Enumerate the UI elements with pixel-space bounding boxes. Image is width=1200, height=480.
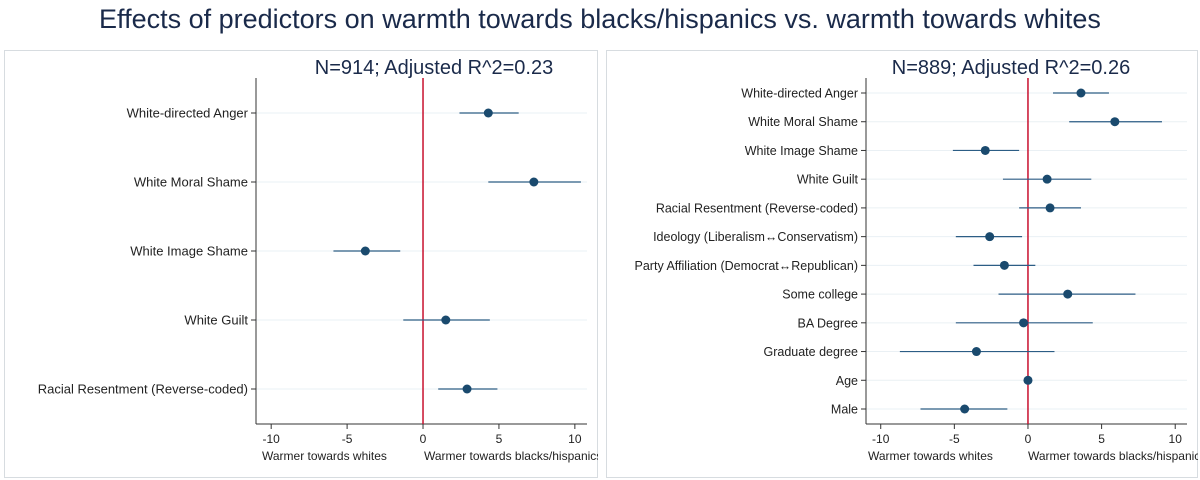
chart-subtitle: N=914; Adjusted R^2=0.23 bbox=[315, 57, 553, 79]
coefficient-point bbox=[529, 177, 539, 187]
predictor-label: Age bbox=[836, 374, 858, 388]
coefficient-point bbox=[1042, 174, 1052, 184]
x-tick-label: -10 bbox=[872, 432, 890, 446]
coefficient-point bbox=[1063, 289, 1073, 299]
predictor-label: White Moral Shame bbox=[748, 115, 858, 129]
predictor-label: White Image Shame bbox=[130, 244, 248, 259]
coefficient-point bbox=[971, 347, 981, 357]
predictor-label: White Guilt bbox=[797, 173, 859, 187]
predictor-label: Party Affiliation (Democrat↔Republican) bbox=[635, 259, 858, 273]
coefficient-point bbox=[441, 315, 451, 325]
coefficient-point bbox=[1110, 117, 1120, 127]
predictor-label: Male bbox=[831, 403, 858, 417]
x-tick-label: 5 bbox=[1098, 432, 1105, 446]
right-coefficient-plot: N=889; Adjusted R^2=0.26 -10 -5 0 5 10 Warmer … bbox=[606, 50, 1198, 478]
coefficient-point bbox=[1076, 88, 1086, 98]
coefficient-point bbox=[1045, 203, 1055, 213]
coefficient-point bbox=[980, 145, 990, 155]
x-label-left: Warmer towards whites bbox=[262, 449, 387, 463]
predictor-label: Some college bbox=[782, 288, 858, 302]
predictor-label: Racial Resentment (Reverse-coded) bbox=[656, 201, 858, 215]
coefficient-point bbox=[985, 232, 995, 242]
chart-subtitle: N=889; Adjusted R^2=0.26 bbox=[892, 57, 1130, 79]
coefficient-point bbox=[360, 246, 370, 256]
x-tick-label: 5 bbox=[496, 432, 503, 446]
x-tick-label: -5 bbox=[949, 432, 960, 446]
coefficient-point bbox=[960, 404, 970, 414]
x-tick-label: 10 bbox=[568, 432, 582, 446]
predictor-label: White Guilt bbox=[184, 313, 248, 328]
panel-frame bbox=[4, 50, 598, 478]
x-tick-label: 0 bbox=[420, 432, 427, 446]
main-title: Effects of predictors on warmth towards … bbox=[99, 4, 1101, 34]
predictor-label: White-directed Anger bbox=[741, 87, 858, 101]
coefficient-point bbox=[999, 260, 1009, 270]
chart-svg: N=889; Adjusted R^2=0.26 -10 -5 0 5 10 Warmer … bbox=[606, 50, 1198, 478]
predictor-label: Graduate degree bbox=[763, 345, 858, 359]
predictor-label: White Moral Shame bbox=[134, 175, 248, 190]
x-tick-label: 0 bbox=[1025, 432, 1032, 446]
coefficient-point bbox=[1023, 375, 1033, 385]
predictor-label: White Image Shame bbox=[745, 144, 858, 158]
x-tick-label: -10 bbox=[263, 432, 281, 446]
x-tick-label: 10 bbox=[1169, 432, 1183, 446]
coefficient-point bbox=[462, 384, 472, 394]
predictor-label: Ideology (Liberalism↔Conservatism) bbox=[653, 230, 858, 244]
x-label-left: Warmer towards whites bbox=[868, 449, 993, 463]
left-coefficient-plot: N=914; Adjusted R^2=0.23 -10 -5 0 5 10 Warmer … bbox=[4, 50, 598, 478]
predictor-label: White-directed Anger bbox=[127, 106, 249, 121]
coefficient-point bbox=[483, 108, 493, 118]
predictor-label: Racial Resentment (Reverse-coded) bbox=[38, 382, 248, 397]
x-tick-label: -5 bbox=[342, 432, 353, 446]
coefficient-point bbox=[1019, 318, 1029, 328]
chart-svg: N=914; Adjusted R^2=0.23 -10 -5 0 5 10 Warmer … bbox=[4, 50, 598, 478]
x-label-right: Warmer towards blacks/hispanics bbox=[424, 449, 598, 463]
predictor-label: BA Degree bbox=[798, 316, 859, 330]
x-label-right: Warmer towards blacks/hispanics bbox=[1028, 449, 1198, 463]
